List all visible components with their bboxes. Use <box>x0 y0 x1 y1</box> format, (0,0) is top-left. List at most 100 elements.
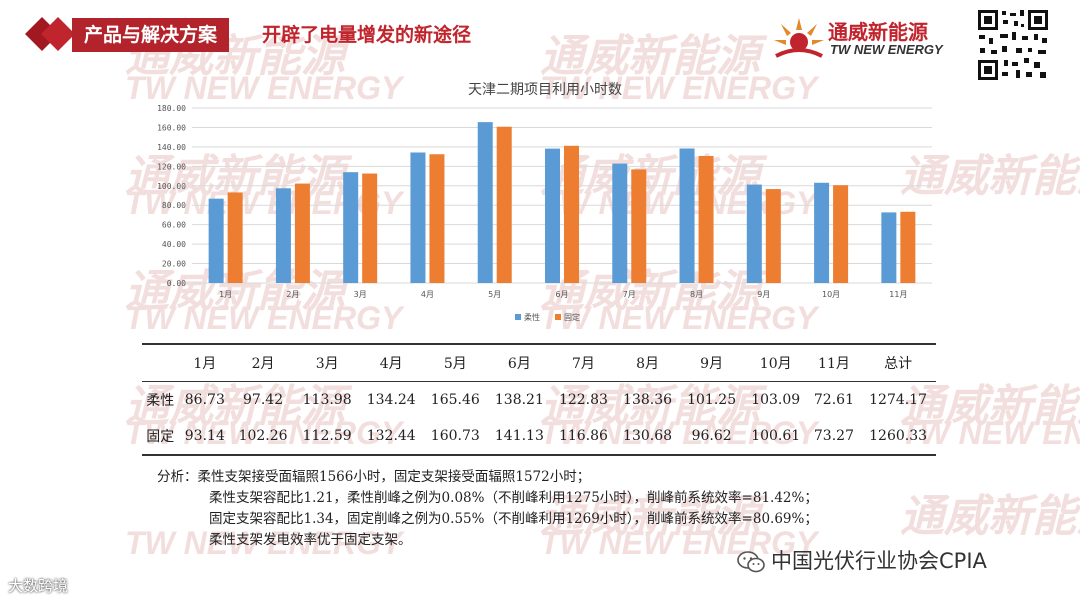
table-cell: 93.14 <box>184 428 225 444</box>
table-cell: 1274.17 <box>869 392 928 408</box>
table-cell: 96.62 <box>691 428 732 444</box>
y-tick-label: 140.00 <box>157 143 186 152</box>
y-tick-label: 160.00 <box>157 123 186 132</box>
bar-flexible <box>881 212 897 283</box>
legend-label: 柔性 <box>524 312 540 322</box>
legend-swatch <box>555 314 561 320</box>
table-header-cell: 6月 <box>507 356 531 372</box>
table-header-cell: 总计 <box>884 356 913 372</box>
table-header-cell: 1月 <box>193 356 217 372</box>
x-tick-label: 2月 <box>286 290 299 299</box>
y-tick-label: 0.00 <box>167 279 186 288</box>
watermark-cn: 通威新能源 <box>540 32 760 81</box>
x-tick-label: 3月 <box>354 290 367 299</box>
table-header-cell: 4月 <box>379 356 403 372</box>
bar-fixed <box>833 185 849 283</box>
table-header-row: 1月 2月 3月 4月 5月 6月 7月 8月 9月 10月 11月 总计 <box>142 344 936 382</box>
bar-flexible <box>410 152 426 283</box>
bar-flexible <box>208 198 224 283</box>
x-tick-label: 11月 <box>889 290 907 299</box>
analysis-line: 柔性支架发电效率优于固定支架。 <box>209 532 412 548</box>
footer-left-text: 大数跨境 <box>8 577 69 595</box>
table-cell: 103.09 <box>751 392 801 408</box>
bar-fixed <box>765 189 781 283</box>
y-tick-label: 80.00 <box>162 201 186 210</box>
x-tick-label: 5月 <box>488 290 501 299</box>
table-cell: 141.13 <box>494 428 544 444</box>
watermark-cn: 通威新能源 <box>540 492 760 541</box>
y-axis-ticks: 0.00 20.00 40.00 60.00 80.00 100.00 120.00 140.… <box>157 104 186 288</box>
table-cell: 97.42 <box>243 392 284 408</box>
analysis-notes: 分析：柔性支架接受面辐照1566小时，固定支架接受面辐照1572小时； 柔性支架… <box>157 467 818 551</box>
table-cell: 113.98 <box>302 392 352 408</box>
y-tick-label: 180.00 <box>157 104 186 113</box>
bar-fixed <box>362 173 378 283</box>
table-cell: 134.24 <box>366 392 416 408</box>
watermark-en: TW NEW ENERGY <box>540 525 818 561</box>
watermark-cn: 通威新能源 <box>125 382 345 431</box>
x-tick-label: 1月 <box>219 290 232 299</box>
bar-chart: 天津二期项目利用小时数 0.00 20.00 40.00 60.00 80.00 100.… <box>157 82 932 322</box>
table-cell: 86.73 <box>184 392 225 408</box>
watermark-cn: 通威新能源 <box>900 492 1080 541</box>
table-cell: 122.83 <box>558 392 608 408</box>
table-header-cell: 8月 <box>636 356 659 372</box>
watermark-en: TW NEW ENERGY <box>540 415 818 451</box>
bar-flexible <box>612 163 628 283</box>
table-cell: 138.21 <box>494 392 544 408</box>
bar-fixed <box>564 145 579 283</box>
bar-flexible <box>679 148 695 283</box>
bar-fixed <box>496 126 512 283</box>
watermark-en: TW NEW ENERGY <box>540 300 818 336</box>
source-watermark-right: 中国光伏行业协会CPIA <box>737 545 987 575</box>
chart-legend: 柔性 固定 <box>515 312 580 322</box>
table-cell: 固定 <box>146 429 175 445</box>
x-tick-label: 7月 <box>623 290 636 299</box>
analysis-line: 固定支架容配比1.34，固定削峰之例为0.55%（不削峰利用1269小时），削峰… <box>209 511 818 527</box>
table-cell: 102.26 <box>238 428 288 444</box>
bar-flexible <box>814 182 830 283</box>
x-axis-ticks: 1月 2月 3月 4月 5月 6月 7月 8月 9月 10月 11月 <box>219 290 907 299</box>
table-cell: 100.61 <box>751 428 801 444</box>
table-header-cell: 5月 <box>443 356 467 372</box>
table-row: 固定 93.14 102.26 112.59 132.44 160.73 141.13 116… <box>142 418 936 455</box>
table-cell: 132.44 <box>366 428 416 444</box>
table-header-cell <box>142 344 179 382</box>
table-cell: 130.68 <box>623 428 673 444</box>
utilization-table: 1月 2月 3月 4月 5月 6月 7月 8月 9月 10月 11月 总计 柔性 86.73 97.42 1… <box>142 343 936 456</box>
footer-right-text: 中国光伏行业协会CPIA <box>771 549 987 573</box>
y-tick-label: 40.00 <box>162 240 186 249</box>
table-cell: 1260.33 <box>869 428 928 444</box>
y-tick-label: 60.00 <box>162 221 186 230</box>
x-tick-label: 6月 <box>555 290 568 299</box>
chart-bars <box>208 122 916 283</box>
bar-fixed <box>900 211 916 283</box>
table-cell: 72.61 <box>813 392 854 408</box>
slide-header: 产品与解决方案 开辟了电量增发的新途径 通威新能源 TW NEW ENERGY <box>0 0 1080 82</box>
slide-subtitle: 开辟了电量增发的新途径 <box>262 24 472 46</box>
wechat-icon <box>737 551 765 573</box>
company-logo: 通威新能源 TW NEW ENERGY <box>772 14 947 62</box>
x-tick-label: 8月 <box>690 290 703 299</box>
source-watermark-left: 大数跨境 <box>8 575 68 596</box>
watermark-cn: 通威新能源 <box>540 382 760 431</box>
table-cell: 101.25 <box>687 392 737 408</box>
y-tick-label: 20.00 <box>162 260 186 269</box>
watermark-en: TW NEW ENERGY <box>125 70 403 106</box>
table-cell: 116.86 <box>558 428 608 444</box>
logo-name-cn: 通威新能源 <box>828 20 928 44</box>
table-cell: 160.73 <box>430 428 480 444</box>
table-row: 柔性 86.73 97.42 113.98 134.24 165.46 138.21 122.… <box>142 382 936 419</box>
sun-logo-icon <box>774 18 824 58</box>
watermark-cn: 通威新能源 <box>900 152 1080 201</box>
bar-fixed <box>227 192 243 283</box>
qr-code-icon <box>976 8 1050 82</box>
watermark-en: TW NEW ENERGY <box>540 70 818 106</box>
x-tick-label: 4月 <box>421 290 434 299</box>
table-cell: 73.27 <box>813 428 854 444</box>
table-cell: 112.59 <box>302 428 352 444</box>
watermark-en: TW NEW ENERGY <box>125 525 403 561</box>
chart-title: 天津二期项目利用小时数 <box>468 82 622 98</box>
bar-fixed <box>294 183 310 283</box>
utilization-hours-chart: 天津二期项目利用小时数 0.00 20.00 40.00 60.00 80.00 100.… <box>140 78 940 338</box>
